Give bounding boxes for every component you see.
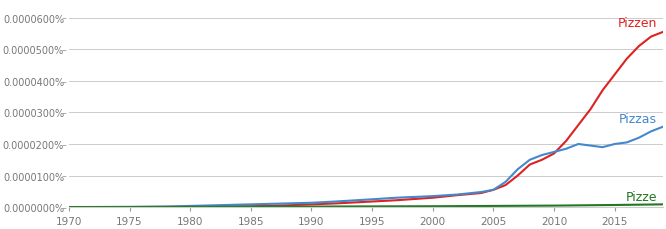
Text: –: – (61, 76, 66, 86)
Text: Pizzen: Pizzen (618, 16, 657, 30)
Text: –: – (61, 171, 66, 181)
Text: Pizze: Pizze (625, 190, 657, 203)
Text: –: – (61, 202, 66, 212)
Text: –: – (61, 108, 66, 118)
Text: –: – (61, 45, 66, 55)
Text: Pizzas: Pizzas (619, 112, 657, 125)
Text: –: – (61, 14, 66, 24)
Text: –: – (61, 139, 66, 149)
